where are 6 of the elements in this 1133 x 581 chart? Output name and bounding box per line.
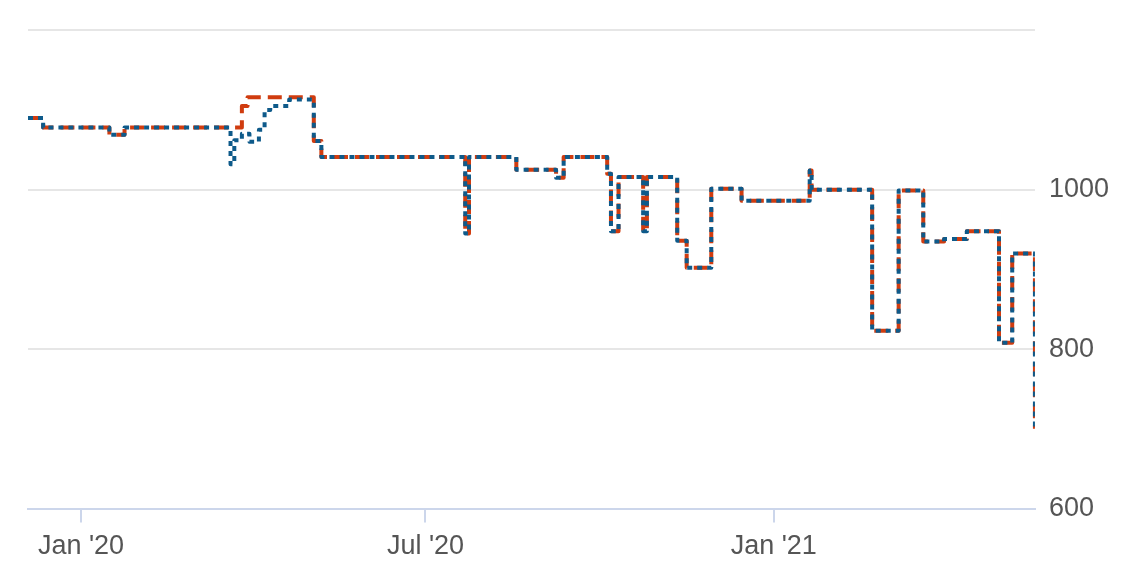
x-tick-label: Jan '21: [730, 530, 817, 561]
y-tick-label: 600: [1048, 492, 1094, 523]
y-tick-label: 800: [1048, 332, 1094, 363]
x-tick-label: Jan '20: [37, 530, 125, 561]
y-tick-label: 1000: [1048, 173, 1110, 204]
x-tick-label: Jul '20: [386, 530, 465, 561]
